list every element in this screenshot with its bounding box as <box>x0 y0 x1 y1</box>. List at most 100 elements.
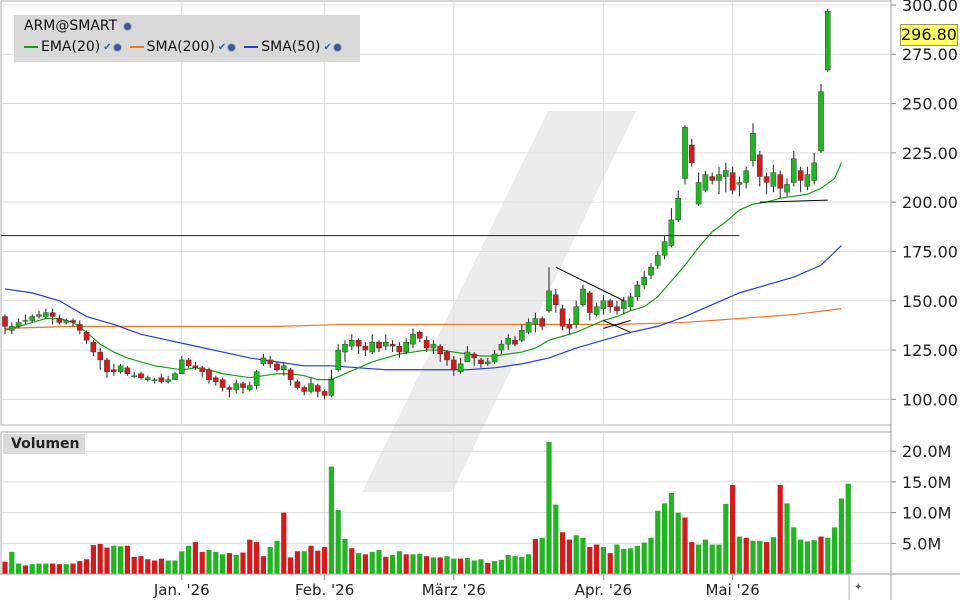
legend-ema20-label[interactable]: EMA(20) <box>41 39 101 55</box>
candle-body <box>451 359 457 370</box>
volume-bar <box>655 510 661 574</box>
volume-bar <box>16 563 22 574</box>
volume-bar <box>22 565 28 574</box>
candle-body <box>151 379 158 381</box>
x-tick-label: Mai '26 <box>705 581 759 599</box>
candle-body <box>15 322 22 327</box>
volume-bar <box>2 561 8 574</box>
volume-bar <box>274 540 280 574</box>
candle-body <box>233 383 240 390</box>
volume-bar <box>709 544 715 574</box>
sma200-settings-icon[interactable] <box>227 42 237 52</box>
candle-body <box>464 351 471 363</box>
candle-body <box>90 341 97 353</box>
legend: ARM@SMART EMA(20) ✔ SMA(200) ✔ SMA(50) ✔ <box>14 15 360 62</box>
volume-bar <box>573 535 579 574</box>
volume-bar <box>743 537 749 574</box>
volume-bar <box>63 564 69 574</box>
volume-bar <box>390 554 396 574</box>
last-price-tag: 296.80 <box>900 24 958 46</box>
candle-body <box>274 363 280 370</box>
volume-bar <box>172 560 178 574</box>
volume-bar <box>560 532 566 574</box>
candle-body <box>383 341 389 347</box>
candle-body <box>8 326 15 331</box>
volume-bar <box>220 554 226 574</box>
candle-body <box>600 300 607 309</box>
x-tick-label: Feb. '26 <box>295 581 354 599</box>
sma50-settings-icon[interactable] <box>332 42 342 52</box>
candle-body <box>559 308 566 327</box>
volume-bar <box>614 544 620 574</box>
candle-body <box>729 172 736 191</box>
candle-body <box>144 377 151 380</box>
volume-bar <box>485 562 491 574</box>
candle-body <box>682 127 688 179</box>
volume-bar <box>288 557 294 574</box>
ema20-check-icon[interactable]: ✔ <box>103 41 112 53</box>
volume-bar <box>811 540 817 574</box>
candle-body <box>743 170 749 183</box>
volume-bar <box>498 559 504 574</box>
volume-bar <box>791 527 797 574</box>
candle-body <box>29 316 36 321</box>
candle-body <box>246 385 253 390</box>
ema20-settings-icon[interactable] <box>112 42 122 52</box>
trendline <box>555 266 625 302</box>
candle-body <box>260 357 267 365</box>
candle-body <box>539 318 545 327</box>
candle-body <box>675 198 681 221</box>
candle-body <box>655 255 661 266</box>
legend-sma50-label[interactable]: SMA(50) <box>261 39 321 55</box>
volume-bar <box>138 556 144 574</box>
x-tick-label: März '26 <box>422 581 486 599</box>
volume-bar <box>689 542 695 574</box>
volume-bar <box>56 564 62 574</box>
volume-bar <box>458 558 464 574</box>
volume-bar <box>342 539 348 574</box>
candle-body <box>457 363 464 372</box>
candle-body <box>403 341 410 353</box>
candle-body <box>485 361 491 365</box>
candle-body <box>811 162 817 181</box>
volume-bar <box>546 442 552 574</box>
candle-body <box>791 158 797 183</box>
sma50-check-icon[interactable]: ✔ <box>323 41 332 53</box>
candle-body <box>498 343 505 351</box>
legend-sma200-label[interactable]: SMA(200) <box>146 39 215 55</box>
x-tick-label: Jan. '26 <box>153 581 210 599</box>
volume-bar <box>437 557 443 574</box>
volume-bar <box>702 539 708 574</box>
candle-body <box>362 345 369 351</box>
candle-body <box>165 379 172 382</box>
volume-bar <box>226 553 232 574</box>
sma200-check-icon[interactable]: ✔ <box>217 41 227 53</box>
volume-bar <box>369 551 375 574</box>
volume-bar <box>668 492 674 574</box>
candle-body <box>709 176 715 181</box>
candle-body <box>287 369 294 380</box>
trendline <box>603 320 631 333</box>
volume-bar <box>192 542 198 574</box>
volume-bar <box>696 544 702 574</box>
volume-bar <box>199 551 205 574</box>
candle-body <box>63 320 69 323</box>
candle-body <box>308 383 314 392</box>
volume-bar <box>512 556 518 574</box>
candle-body <box>301 387 308 392</box>
candle-body <box>83 332 90 341</box>
candle-body <box>661 241 668 256</box>
volume-bar <box>594 544 600 574</box>
candle-body <box>192 365 199 369</box>
volume-bar <box>750 540 756 574</box>
candle-body <box>614 306 620 311</box>
volume-bar <box>675 512 681 574</box>
candle-body <box>750 132 756 161</box>
volume-bar <box>471 560 477 574</box>
symbol-settings-icon[interactable] <box>123 21 133 31</box>
candle-body <box>668 219 675 246</box>
volume-bar <box>165 560 171 574</box>
candle-body <box>519 330 525 341</box>
volume-bar <box>131 556 137 574</box>
candle-body <box>770 172 777 187</box>
